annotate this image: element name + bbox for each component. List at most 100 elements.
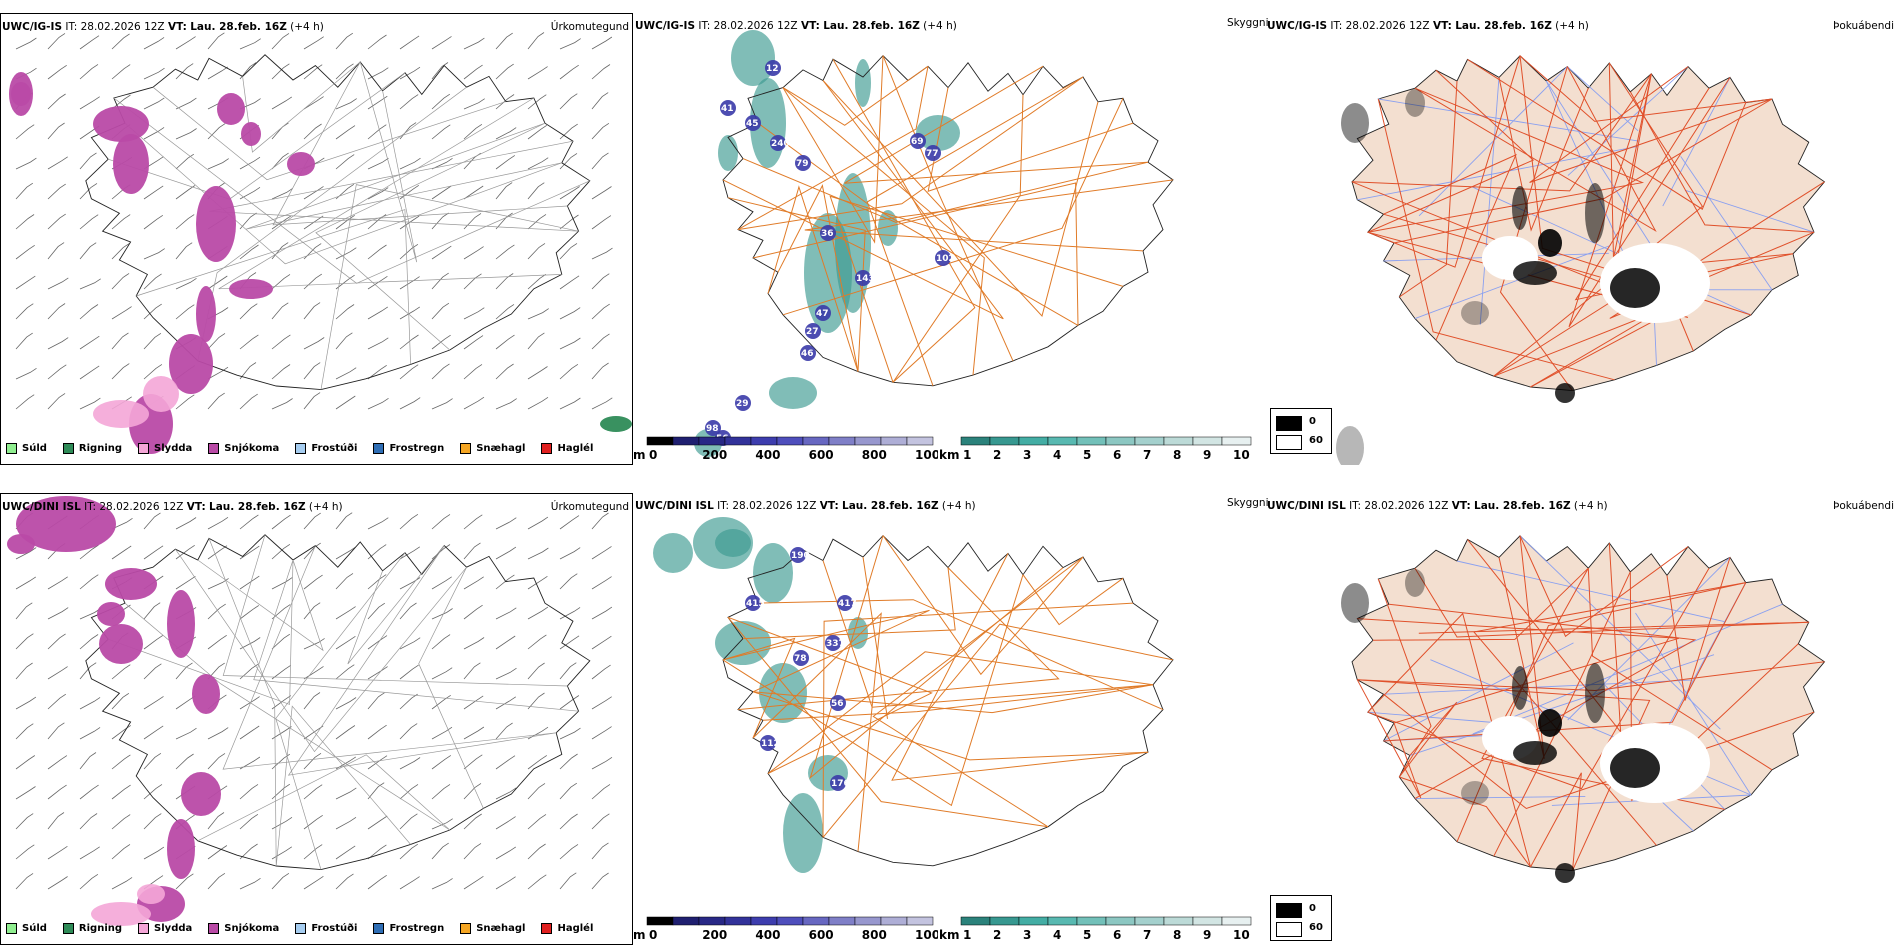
wind-barb	[431, 157, 453, 170]
wind-barb	[47, 876, 68, 890]
wind-barb	[271, 364, 291, 380]
road-line	[218, 97, 562, 290]
legend-item: Frostúði	[295, 443, 357, 454]
wind-barb	[527, 124, 548, 140]
wind-barb	[47, 303, 66, 320]
wind-barb	[47, 122, 65, 140]
scale-tick-label: 4	[1053, 448, 1061, 462]
visibility-map-row2: 190 415 417 337 78 56 112 176	[653, 517, 1174, 873]
panel-name: Þokuábendi	[1833, 500, 1894, 512]
wind-barb	[271, 633, 291, 650]
wind-barb	[431, 185, 452, 200]
fog-legend-label: 60	[1309, 435, 1323, 446]
snow-area	[167, 590, 195, 658]
wind-barb	[47, 607, 69, 620]
wind-barb	[239, 877, 261, 890]
wind-barb	[591, 36, 613, 50]
legend-item: Haglél	[541, 923, 593, 934]
road-line	[113, 97, 590, 284]
visibility-panel-row1: 12414524079697736102143472746299856 UWC/…	[633, 13, 1270, 465]
wind-barb	[431, 818, 453, 830]
wind-barb	[143, 846, 165, 860]
sleet-area	[91, 902, 151, 926]
scale-tick-label: 3	[1023, 928, 1031, 942]
river-line	[1567, 66, 1689, 176]
wind-barb	[527, 516, 549, 530]
wind-barb	[207, 516, 229, 530]
wind-barb	[207, 812, 225, 830]
wind-barb	[47, 183, 66, 200]
road-line	[1493, 62, 1704, 377]
precip-map-row2	[7, 496, 613, 926]
panel-name: Úrkomutegund	[550, 501, 629, 513]
scale-tick-label: 6	[1113, 448, 1121, 462]
wind-barb	[143, 364, 163, 380]
snow-area	[196, 286, 216, 342]
scale-unit: m	[633, 928, 646, 942]
wind-barb	[495, 755, 516, 770]
wind-barb	[591, 362, 609, 380]
river-line	[1456, 560, 1725, 623]
road-line	[1399, 776, 1531, 868]
wind-barb	[335, 756, 357, 770]
wind-barb	[47, 722, 65, 740]
ceiling-label: 47	[816, 309, 829, 319]
wind-barb	[111, 517, 133, 530]
snow-area	[105, 568, 157, 600]
low-ceiling-area	[760, 735, 776, 751]
low-visibility-area	[759, 663, 807, 723]
road-line	[767, 651, 1154, 774]
low-ceiling-area	[745, 595, 761, 611]
wind-barb	[559, 844, 579, 860]
low-cloud-area	[1538, 709, 1562, 737]
wind-barb	[431, 726, 453, 740]
sleet-area	[143, 376, 179, 412]
wind-barb	[431, 878, 453, 890]
wind-barb	[207, 366, 229, 380]
wind-barb	[143, 512, 161, 530]
wind-barb	[559, 93, 578, 110]
wind-barb	[239, 784, 259, 800]
road-line	[782, 65, 929, 126]
wind-barb	[463, 64, 483, 80]
legend-swatch	[138, 923, 150, 934]
wind-barb	[527, 726, 549, 740]
road-line	[1609, 181, 1825, 319]
snow-area	[93, 106, 149, 142]
coastline	[85, 534, 591, 871]
wind-barb	[367, 157, 389, 170]
road-line	[108, 559, 294, 705]
wind-barb	[399, 215, 420, 230]
road-line	[242, 61, 361, 153]
wind-barb	[463, 604, 483, 620]
wind-barb	[47, 33, 66, 50]
wind-barb	[175, 97, 197, 110]
road-line	[782, 98, 1124, 316]
scale-tick-label: 0	[649, 928, 657, 942]
low-cloud-area	[1538, 229, 1562, 257]
road-line	[1629, 571, 1799, 802]
road-line	[1383, 582, 1747, 742]
road-line	[1456, 582, 1746, 842]
road-line	[737, 66, 929, 231]
wind-barb	[399, 813, 418, 830]
wind-barb	[15, 633, 34, 650]
wind-barb	[591, 186, 612, 200]
wind-barb	[303, 123, 322, 140]
wind-barb	[143, 696, 164, 710]
wind-barb	[367, 574, 387, 590]
legend-swatch	[62, 443, 74, 454]
wind-barb	[399, 35, 420, 50]
wind-barb	[303, 96, 324, 110]
road-line	[1568, 73, 1731, 328]
wind-barb	[367, 517, 389, 530]
wind-barb	[15, 182, 34, 200]
wind-barb	[15, 662, 33, 680]
precip-panel-row2: UWC/DINI ISL IT: 28.02.2026 12Z VT: Lau.…	[0, 493, 633, 945]
scale-tick-label: 7	[1143, 928, 1151, 942]
wind-barb	[527, 396, 549, 410]
wind-barb	[559, 186, 580, 200]
wind-barb	[559, 64, 579, 80]
wind-barb	[271, 122, 289, 140]
road-line	[829, 195, 1124, 383]
